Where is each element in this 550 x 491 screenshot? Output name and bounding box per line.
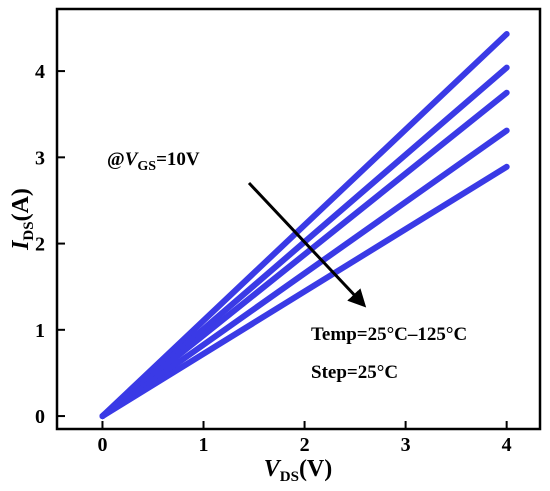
series-line-4 [99,127,510,420]
series-line-1 [99,31,510,420]
x-ticks: 0 1 2 3 4 [97,421,512,456]
vgs-annotation: @VGS=10V [107,149,200,174]
x-tick-label: 2 [300,434,310,456]
step-annotation: Step=25°C [311,362,398,383]
y-axis-title: IDS(A) [8,188,37,251]
y-tick-label: 2 [35,234,45,256]
trend-arrow [247,181,367,308]
x-tick-label: 1 [199,434,209,456]
y-tick-label: 4 [35,61,45,83]
y-tick-label: 0 [35,406,45,428]
temp-annotation: Temp=25°C–125°C [311,324,467,345]
y-tick-label: 3 [35,147,45,169]
series-line-3 [99,89,510,420]
x-axis-title: VDS(V) [264,456,333,485]
plot-frame [55,7,542,431]
series-lines [99,31,510,420]
x-tick-label: 0 [97,434,107,456]
y-ticks: 0 1 2 3 4 [35,61,65,428]
x-tick-label: 4 [502,434,512,456]
y-tick-label: 1 [35,320,45,342]
series-line-5 [99,163,510,420]
x-tick-label: 3 [401,434,411,456]
